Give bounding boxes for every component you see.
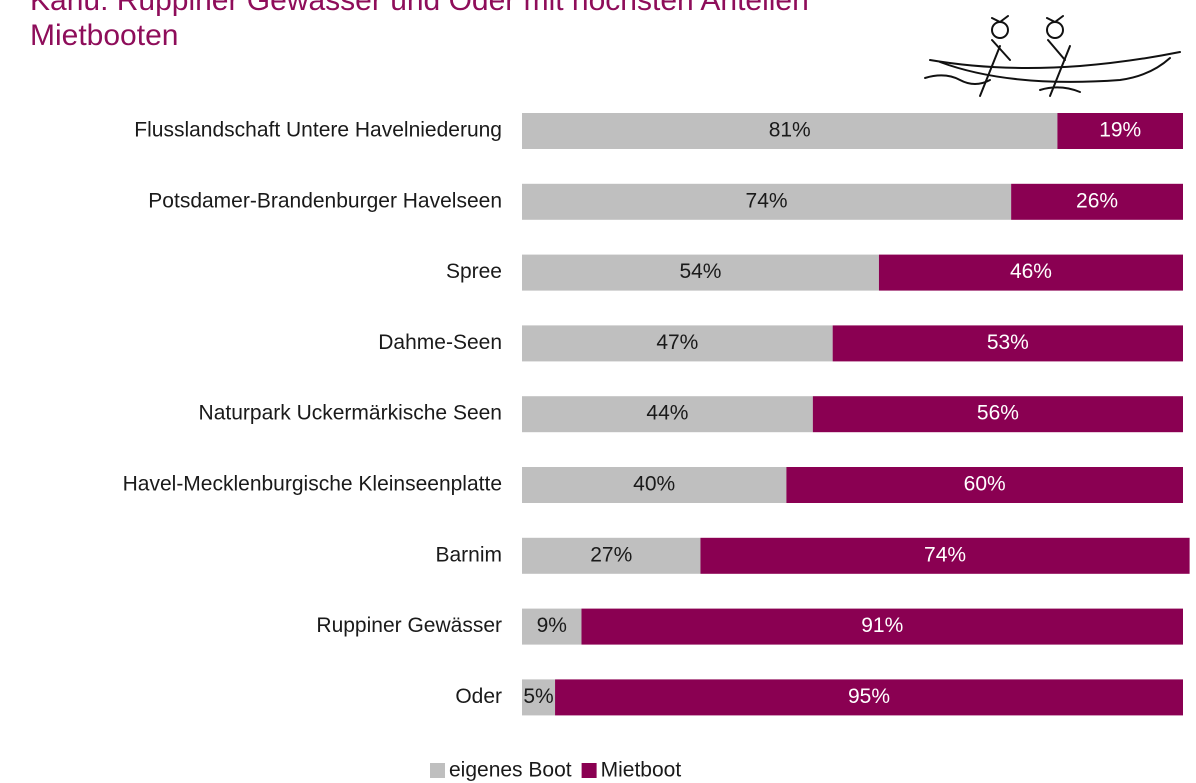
category-label: Naturpark Uckermärkische Seen xyxy=(199,402,502,425)
chart-title: Mietbooten xyxy=(30,19,178,52)
data-label: 44% xyxy=(646,402,688,425)
data-label: 5% xyxy=(523,685,553,708)
data-label: 9% xyxy=(537,614,567,637)
data-label: 19% xyxy=(1099,119,1141,142)
data-label: 27% xyxy=(590,543,632,566)
legend-label: Mietboot xyxy=(601,759,682,782)
data-label: 95% xyxy=(848,685,890,708)
boat-illustration xyxy=(925,16,1180,96)
data-label: 53% xyxy=(987,331,1029,354)
chart-title: Kanu: Ruppiner Gewässer und Oder mit höc… xyxy=(30,0,809,17)
legend-swatch xyxy=(582,763,597,778)
category-label: Havel-Mecklenburgische Kleinseenplatte xyxy=(123,473,502,496)
chart: Kanu: Ruppiner Gewässer und Oder mit höc… xyxy=(0,0,1196,783)
category-label: Spree xyxy=(446,260,502,283)
category-label: Flusslandschaft Untere Havelniederung xyxy=(134,119,502,142)
data-label: 81% xyxy=(769,119,811,142)
data-label: 56% xyxy=(977,402,1019,425)
data-label: 47% xyxy=(656,331,698,354)
data-label: 40% xyxy=(633,473,675,496)
data-label: 74% xyxy=(746,189,788,212)
legend-label: eigenes Boot xyxy=(449,759,572,782)
category-label: Oder xyxy=(455,685,502,708)
category-label: Dahme-Seen xyxy=(378,331,502,354)
data-label: 46% xyxy=(1010,260,1052,283)
category-label: Potsdamer-Brandenburger Havelseen xyxy=(148,189,502,212)
data-label: 74% xyxy=(924,543,966,566)
data-label: 91% xyxy=(861,614,903,637)
data-label: 26% xyxy=(1076,189,1118,212)
legend-swatch xyxy=(430,763,445,778)
data-label: 54% xyxy=(679,260,721,283)
category-label: Barnim xyxy=(435,543,502,566)
data-label: 60% xyxy=(964,473,1006,496)
category-label: Ruppiner Gewässer xyxy=(316,614,502,637)
